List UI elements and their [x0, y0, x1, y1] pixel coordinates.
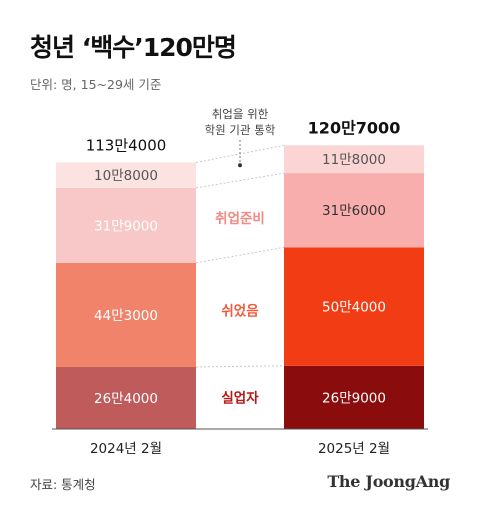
segment-label-1-3: 31만9000	[94, 218, 158, 234]
series-label-3: 취업준비	[215, 211, 265, 227]
bar-segment-1-4	[56, 162, 196, 188]
bar-segment-1-3	[56, 187, 196, 263]
segment-label-1-1: 26만4000	[94, 391, 158, 407]
chart-subtitle: 단위: 명, 15~29세 기준	[30, 77, 162, 92]
connector-line-2	[195, 246, 285, 264]
callout-dot	[238, 163, 242, 168]
bar-segment-2-1	[284, 365, 424, 429]
connector-line-1	[195, 365, 285, 368]
connector-line-3	[195, 172, 285, 189]
segment-label-1-4: 10만8000	[94, 168, 158, 184]
brand-logo: The JoongAng	[327, 472, 450, 491]
bar-segment-2-3	[284, 173, 424, 248]
callout-label-line-1: 취업을 위한	[212, 107, 269, 121]
category-label-1: 2024년 2월	[90, 441, 162, 457]
segment-label-2-1: 26만9000	[322, 390, 386, 406]
bar-segment-2-2	[284, 247, 424, 366]
segment-label-2-2: 50만4000	[322, 300, 386, 316]
bar-segment-1-2	[56, 262, 196, 367]
bar-segment-2-4	[284, 145, 424, 174]
bar-segment-1-1	[56, 366, 196, 429]
source-note: 자료: 통계청	[30, 477, 96, 492]
segment-label-2-4: 11만8000	[322, 152, 386, 168]
callout-label-line-2: 학원 기관 통학	[205, 123, 276, 137]
chart-title: 청년 ‘백수’120만명	[30, 33, 237, 62]
series-label-2: 쉬었음	[221, 304, 258, 320]
segment-label-2-3: 31만6000	[322, 203, 386, 219]
series-label-1: 실업자	[221, 391, 259, 407]
category-label-2: 2025년 2월	[318, 441, 390, 457]
segment-label-1-2: 44만3000	[94, 308, 158, 324]
bar-total-label-1: 113만4000	[86, 137, 167, 155]
bar-total-label-2: 120만7000	[308, 118, 401, 137]
